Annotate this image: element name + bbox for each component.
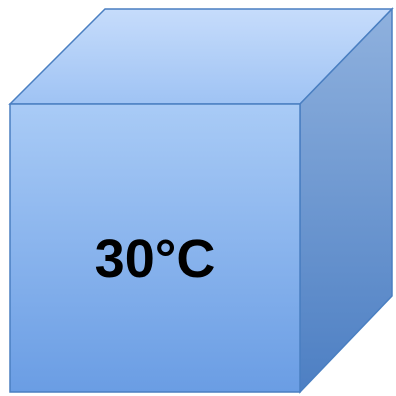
cube-front-face <box>9 103 301 393</box>
temperature-label: 30°C <box>95 229 216 289</box>
